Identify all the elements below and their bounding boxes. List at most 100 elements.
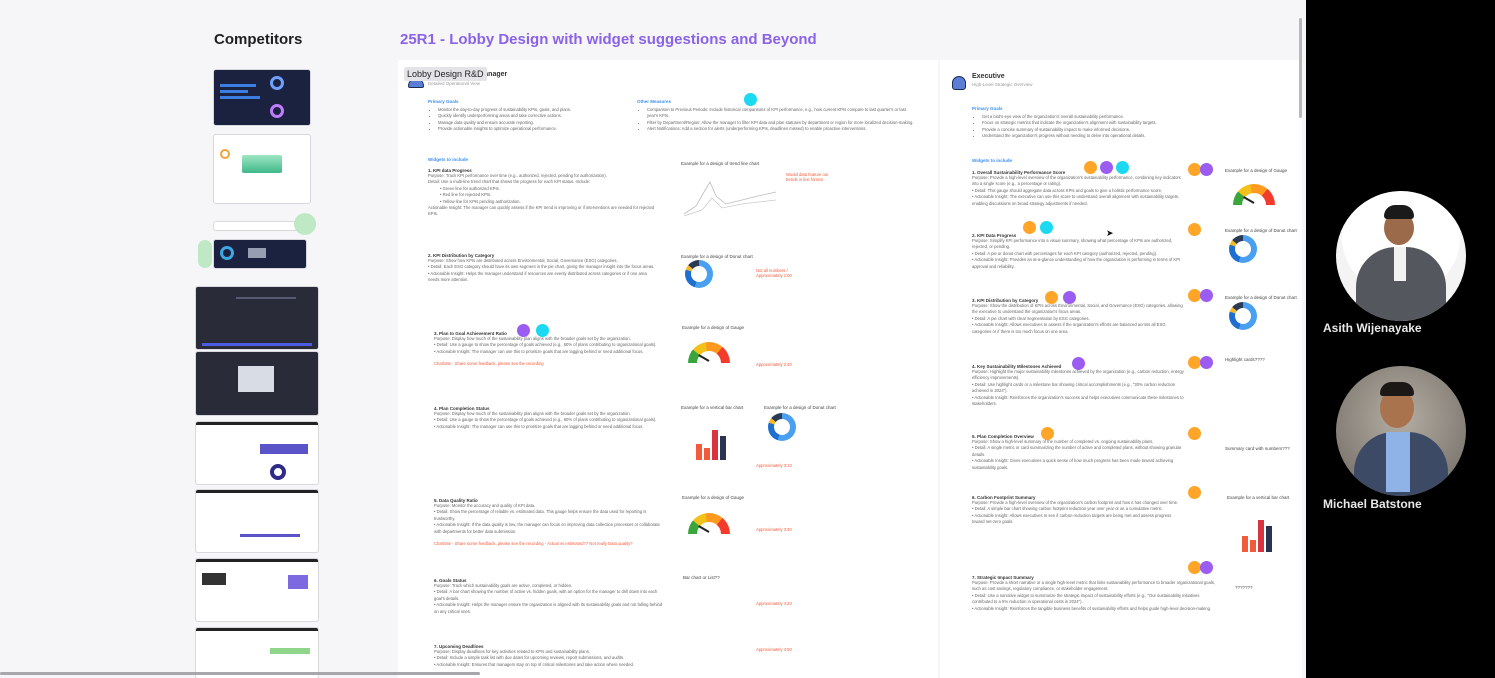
goal-item: Understand the organization's progress w… [982,133,1182,139]
vote-dot-purple [1200,561,1213,574]
vote-dot-purple [517,324,530,337]
shirt-shape [1386,432,1410,492]
participant-video-asith[interactable] [1336,191,1466,321]
manager-widget-2: 2. KPI Distribution by Category Purpose:… [428,253,655,283]
executive-primary-goals-label: Primary Goals [972,106,1003,111]
competitor-thumbnail-4[interactable] [196,287,318,349]
executive-role-subtitle: High-Level Strategic Overview [972,82,1033,87]
executive-widget-3: 3. KPI Distribution by Category Purpose:… [972,298,1183,334]
other-measures-list: Comparison to Previous Periods: Include … [637,107,917,133]
example-label: Example for a design of Gauge [1225,168,1288,173]
manager-role-title: nanager [480,71,508,78]
cursor-marker-cyan [744,93,757,106]
vote-dot-cyan [536,324,549,337]
hair-shape [1384,205,1414,219]
vertical-scrollbar[interactable] [1299,18,1302,118]
vote-dot-purple [1100,161,1113,174]
competitor-thumbnail-7[interactable] [196,490,318,552]
goal-item: Monitor the day-to-day progress of susta… [438,107,628,113]
executive-widget-1: 1. Overall Sustainability Performance Sc… [972,170,1181,206]
competitor-thumbnail-9[interactable] [196,628,318,678]
gauge-chart-example [688,342,730,363]
other-measures-label: Other Measures [637,99,672,104]
trend-line-chart-example [682,170,778,218]
horizontal-scrollbar[interactable] [0,672,480,675]
plant-decoration-icon [198,240,212,268]
competitor-thumbnail-5[interactable] [196,352,318,415]
manager-doc-page [398,60,938,678]
donut-chart-example [685,260,713,288]
hover-tooltip-lobby-design: Lobby Design R&D [404,67,487,81]
manager-widgets-label: Widgets to include [428,157,468,162]
vote-dot-orange [1045,291,1058,304]
executive-widget-7: 7. Strategic Impact Summary Purpose: Pro… [972,575,1215,611]
executive-widget-2: 2. KPI Data Progress Purpose: Simplify K… [972,233,1181,269]
vote-dot-orange [1188,289,1201,302]
timestamp-note: Approximately 3:10 [756,463,792,468]
timestamp-note: Approximately 4:20 [756,601,792,606]
participants-panel: Asith Wijenayake Michael Batstone [1306,0,1495,678]
manager-widget-6: 6. Goals Status Purpose: Track which sus… [434,578,663,614]
manager-primary-goals-list: Monitor the day-to-day progress of susta… [428,107,628,133]
participant-video-michael[interactable] [1336,366,1466,496]
timestamp-note: Would data feature our trends in line fo… [786,172,829,182]
manager-role-subtitle: Detailed Operational View [428,81,480,86]
vote-dot-purple [1063,291,1076,304]
vote-dot-cyan [1116,161,1129,174]
executive-widget-4: 4. Key Sustainability Milestones Achieve… [972,364,1184,407]
manager-widget-7: 7. Upcoming Deadlines Purpose: Display d… [434,644,635,667]
executive-widget-5: 5. Plan Completion Overview Purpose: Sho… [972,434,1182,470]
executive-widget-6: 6. Carbon Footprint Summary Purpose: Pro… [972,495,1179,525]
example-label: Example for a vertical bar chart [681,405,744,410]
example-label: Example for a vertical bar chart [1227,495,1290,500]
gauge-chart-example [1233,184,1275,205]
vote-dot-orange [1188,163,1201,176]
vote-dot-orange [1041,427,1054,440]
leaf-decoration-icon [294,213,316,235]
manager-primary-goals-label: Primary Goals [428,99,459,104]
goal-item: Quickly identify underperforming areas a… [438,113,628,119]
vote-dot-orange [1188,356,1201,369]
shirt-shape [1394,247,1406,281]
measure-item: Filter by Department/Region: Allow the m… [647,120,917,126]
competitor-thumbnail-6[interactable] [196,422,318,484]
vote-dot-orange [1188,427,1201,440]
vote-dot-orange [1023,221,1036,234]
vote-dot-purple [1200,356,1213,369]
manager-widget-4: 4. Plan Completion Status Purpose: Displ… [434,406,657,429]
timestamp-note: Approximately 2:40 [756,362,792,367]
vote-dot-orange [1084,161,1097,174]
competitor-thumbnail-8[interactable] [196,559,318,621]
competitor-thumbnail-2[interactable] [214,135,310,203]
example-label: Example for a design of Donut chart [1225,295,1297,300]
timestamp-note: Approximately 4:50 [756,647,792,652]
example-label: Bar chart or List?? [683,575,720,580]
participant-name: Asith Wijenayake [1323,321,1422,335]
manager-widget-3: 3. Plan to Goal Achievement Ratio Purpos… [434,331,657,367]
executive-primary-goals-list: Get a bird's-eye view of the organizatio… [972,114,1182,140]
measure-item: Alert Notifications: Add a section for a… [647,126,917,132]
example-label: Example for a design of trend line chart [681,161,760,166]
example-label: Example for a design of Donut chart [681,254,753,259]
executive-widgets-label: Widgets to include [972,158,1012,163]
goal-item: Provide actionable insights to optimize … [438,126,628,132]
competitors-heading: Competitors [214,31,303,48]
example-label: Example for a design of Donut chart [1225,228,1297,233]
donut-glyph-icon [270,104,284,118]
donut-chart-example [1229,302,1257,330]
competitor-thumbnail-3[interactable] [214,240,306,268]
vote-dot-cyan [1040,221,1053,234]
manager-widget-5: 5. Data Quality Ratio Purpose: Monitor t… [434,498,660,547]
vertical-bar-chart-example [1238,512,1278,552]
board-title: 25R1 - Lobby Design with widget suggesti… [400,31,817,48]
gauge-chart-example [688,513,730,534]
competitor-thumbnail-1[interactable] [214,70,310,125]
example-label: Example for a design of Gauge [682,325,745,330]
example-label: ??????? [1235,585,1253,590]
competitor-thumbnail-3-header[interactable] [214,222,306,230]
whiteboard-canvas[interactable]: Competitors 25R1 - Lobby Design with wid… [0,0,1306,678]
mouse-cursor-icon: ➤ [1106,228,1114,238]
manager-widget-1: 1. KPI data Progress Purpose: Track KPI … [428,168,655,217]
goal-item: Get a bird's-eye view of the organizatio… [982,114,1182,120]
